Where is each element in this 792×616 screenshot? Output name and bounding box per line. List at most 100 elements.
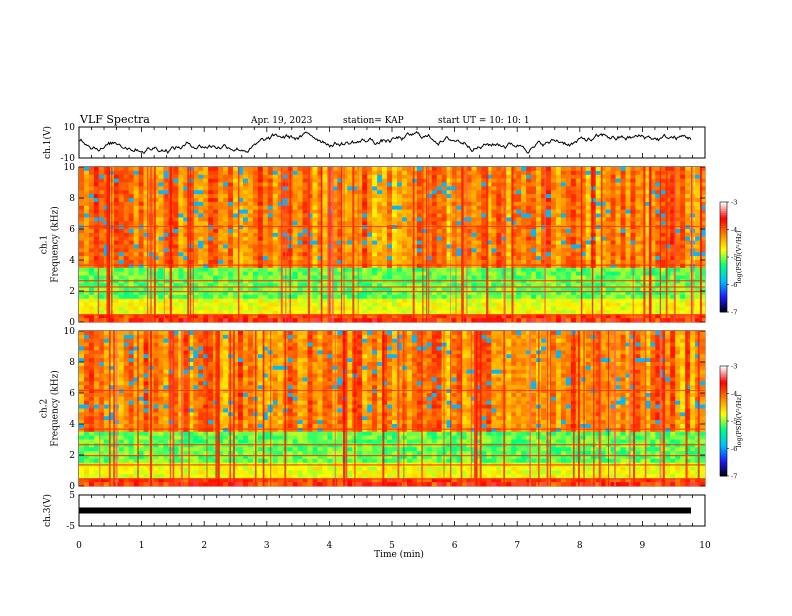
spectrogram-cell [397, 210, 402, 214]
spectrogram-cell [263, 307, 268, 311]
spectrogram-cell [481, 272, 486, 276]
spectrogram-cell [213, 202, 218, 206]
spectrogram-cell [551, 256, 556, 260]
spectrogram-cell [566, 183, 571, 187]
spectrogram-cell [382, 167, 387, 171]
spectrogram-cell [437, 287, 442, 291]
spectrogram-cell [471, 167, 476, 171]
spectrogram-cell [119, 241, 124, 245]
spectrogram-cell [298, 237, 303, 241]
spectrogram-cell [273, 245, 278, 249]
spectrogram-cell [372, 260, 377, 264]
spectrogram-cell [193, 279, 198, 283]
spectrogram-cell [347, 310, 352, 314]
spectrogram-cell [84, 167, 89, 171]
spectrogram-cell [178, 214, 183, 218]
spectrogram-cell [526, 248, 531, 252]
spectrogram-cell [347, 272, 352, 276]
spectrogram-cell [258, 260, 263, 264]
spectrogram-cell [213, 229, 218, 233]
spectrogram-cell [322, 318, 327, 322]
spectrogram-cell [134, 287, 139, 291]
spectrogram-cell [506, 279, 511, 283]
spectrogram-cell [203, 183, 208, 187]
spectrogram-cell [611, 183, 616, 187]
spectrogram-cell [526, 194, 531, 198]
spectrogram-cell [402, 202, 407, 206]
spectrogram-cell [442, 175, 447, 179]
spectrogram-cell [491, 175, 496, 179]
spectrogram-cell [476, 241, 481, 245]
spectrogram-cell [377, 279, 382, 283]
spectrogram-cell [626, 167, 631, 171]
spectrogram-cell [218, 303, 223, 307]
spectrogram-cell [198, 256, 203, 260]
spectrogram-cell [551, 171, 556, 175]
spectrogram-cell [447, 260, 452, 264]
spectrogram-cell [293, 233, 298, 237]
spectrogram-cell [611, 295, 616, 299]
spectrogram-cell [546, 214, 551, 218]
spectrogram-cell [114, 241, 119, 245]
spectrogram-cell [243, 179, 248, 183]
spectrogram-cell [268, 295, 273, 299]
spectrogram-cell [129, 229, 134, 233]
spectrogram-cell [298, 202, 303, 206]
spectrogram-cell [89, 264, 94, 268]
spectrogram-cell [397, 295, 402, 299]
spectrogram-cell [303, 303, 308, 307]
spectrogram-cell [417, 206, 422, 210]
spectrogram-cell [442, 252, 447, 256]
spectrogram-cell [621, 318, 626, 322]
spectrogram-cell [193, 272, 198, 276]
spectrogram-cell [407, 264, 412, 268]
spectrogram-cell [621, 179, 626, 183]
spectrogram-cell [531, 318, 536, 322]
spectrogram-cell [313, 167, 318, 171]
spectrogram-cell [372, 217, 377, 221]
spectrogram-cell [432, 272, 437, 276]
spectrogram-cell [268, 276, 273, 280]
spectrogram-cell [471, 279, 476, 283]
spectrogram-cell [392, 179, 397, 183]
spectrogram-cell [566, 310, 571, 314]
spectrogram-cell [616, 233, 621, 237]
spectrogram-cell [99, 186, 104, 190]
spectrogram-cell [392, 279, 397, 283]
spectrogram-cell [298, 264, 303, 268]
spectrogram-cell [566, 186, 571, 190]
spectrogram-cell [228, 252, 233, 256]
spectrogram-cell [521, 171, 526, 175]
spectrogram-cell [367, 175, 372, 179]
spectrogram-cell [293, 171, 298, 175]
spectrogram-cell [596, 194, 601, 198]
spectrogram-cell [119, 252, 124, 256]
spectrogram-cell [491, 171, 496, 175]
spectrogram-cell [313, 260, 318, 264]
spectrogram-cell [303, 248, 308, 252]
spectrogram-cell [556, 194, 561, 198]
spectrogram-cell [427, 175, 432, 179]
spectrogram-cell [372, 229, 377, 233]
spectrogram-cell [571, 190, 576, 194]
spectrogram-cell [362, 210, 367, 214]
spectrogram-cell [621, 202, 626, 206]
spectrogram-cell [158, 241, 163, 245]
spectrogram-cell [367, 310, 372, 314]
spectrogram-cell [606, 186, 611, 190]
spectrogram-cell [377, 287, 382, 291]
spectrogram-cell [258, 276, 263, 280]
spectrogram-cell [397, 272, 402, 276]
spectrogram-cell [268, 248, 273, 252]
spectrogram-cell [198, 190, 203, 194]
spectrogram-cell [561, 179, 566, 183]
spectrogram-cell [248, 233, 253, 237]
spectrogram-cell [521, 295, 526, 299]
spectrogram-cell [606, 221, 611, 225]
spectrogram-cell [263, 260, 268, 264]
spectrogram-cell [228, 190, 233, 194]
spectrogram-cell [447, 175, 452, 179]
spectrogram-cell [347, 217, 352, 221]
spectrogram-cell [79, 245, 84, 249]
spectrogram-cell [566, 198, 571, 202]
